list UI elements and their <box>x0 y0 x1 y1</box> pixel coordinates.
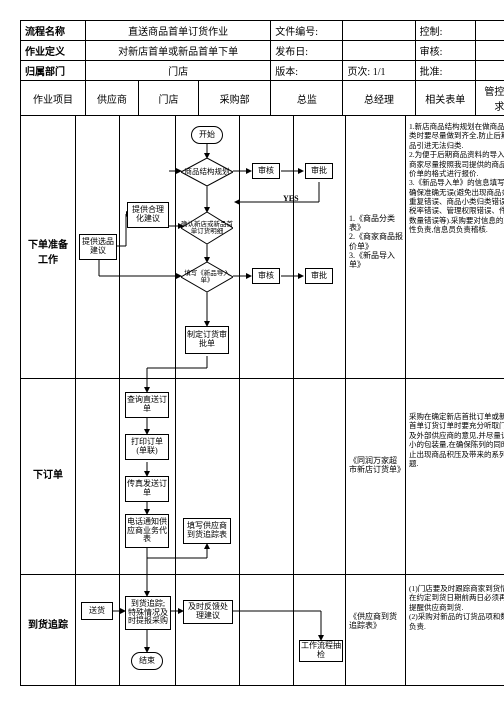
node-n5: 提供选品建议 <box>79 234 117 260</box>
forms-f2: 《同润万家超市新店订货单》 <box>349 456 403 474</box>
col-supplier: 供应商 <box>85 81 138 116</box>
node-n17: 到货追踪;特殊情况及时提报采购 <box>125 596 171 630</box>
forms-f1: 1.《商品分类表》 2.《商家商品报价单》 3.《新品导入单》 <box>349 214 403 269</box>
pages: 1/1 <box>373 67 386 78</box>
col-store: 门店 <box>138 81 198 116</box>
dept-label: 归属部门 <box>21 61 86 81</box>
node-end: 结束 <box>131 652 163 670</box>
node-n2: 审核 <box>252 163 280 179</box>
col-director: 总监 <box>271 81 343 116</box>
node-n14: 电话通知供应商业务代表 <box>125 514 169 548</box>
ver-label: 版本: <box>271 61 343 81</box>
node-n6: 确认新店或新品首单订货明细 <box>181 212 233 244</box>
jobdef: 对新店首单或新品首单下单 <box>85 41 270 61</box>
node-n7: 填写《新品导入单》 <box>181 262 233 292</box>
col-gm: 总经理 <box>343 81 415 116</box>
issuedate <box>343 41 415 61</box>
node-n4: 提供合理化建议 <box>127 202 169 228</box>
col-req: 管控要求 <box>475 81 504 116</box>
node-n16: 送货 <box>81 602 113 620</box>
issuedate-label: 发布日: <box>271 41 343 61</box>
req-r2: 采购在确定新店首批订单或新品首单订货订单时要充分听取门店及外部供应商的意见,并尽… <box>407 410 504 470</box>
node-n10: 制定订货审批单 <box>185 326 229 354</box>
jobdef-label: 作业定义 <box>21 41 86 61</box>
col-stage: 作业项目 <box>21 81 86 116</box>
flow-area: 下单准备 工作 下订单 到货追踪 <box>20 116 504 686</box>
col-purchase: 采购部 <box>199 81 271 116</box>
ctrl <box>475 21 504 41</box>
procname: 直送商品首单订货作业 <box>85 21 270 41</box>
node-n15: 填写供应商到货追踪表 <box>183 518 231 544</box>
node-n9: 审批 <box>305 268 333 284</box>
req-r1: 1.新店商品结构规划在做商品分类时要尽量做到齐全,防止后期新品引进无法归类. 2… <box>407 120 504 237</box>
col-forms: 相关表单 <box>415 81 475 116</box>
ctrl-label: 控制: <box>415 21 475 41</box>
node-start: 开始 <box>191 126 223 144</box>
dept: 门店 <box>85 61 270 81</box>
node-n19: 工作流程抽检 <box>299 640 343 662</box>
node-n11: 查询直送订单 <box>125 392 169 418</box>
node-n3: 审批 <box>305 163 333 179</box>
pages-label: 页次: <box>347 67 370 78</box>
docno-label: 文件编号: <box>271 21 343 41</box>
node-n8: 审核 <box>252 268 280 284</box>
approve-label: 审核: <box>415 41 475 61</box>
node-n12: 打印订单(单联) <box>125 434 169 460</box>
approve <box>475 41 504 61</box>
procname-label: 流程名称 <box>21 21 86 41</box>
node-n13: 传真发送订单 <box>125 476 169 502</box>
docno <box>343 21 415 41</box>
req-r3: (1)门店要及时跟踪商家到货情况,在约定到货日期前两日必须再次提醒供应商到货. … <box>407 582 504 633</box>
forms-f3: 《供应商到货追踪表》 <box>349 612 403 630</box>
auth <box>475 61 504 81</box>
node-n18: 及时反馈处理建议 <box>183 600 233 624</box>
label-yes: YES <box>283 194 299 203</box>
node-n1: 商品结构规划 <box>181 158 233 186</box>
auth-label: 批准: <box>415 61 475 81</box>
